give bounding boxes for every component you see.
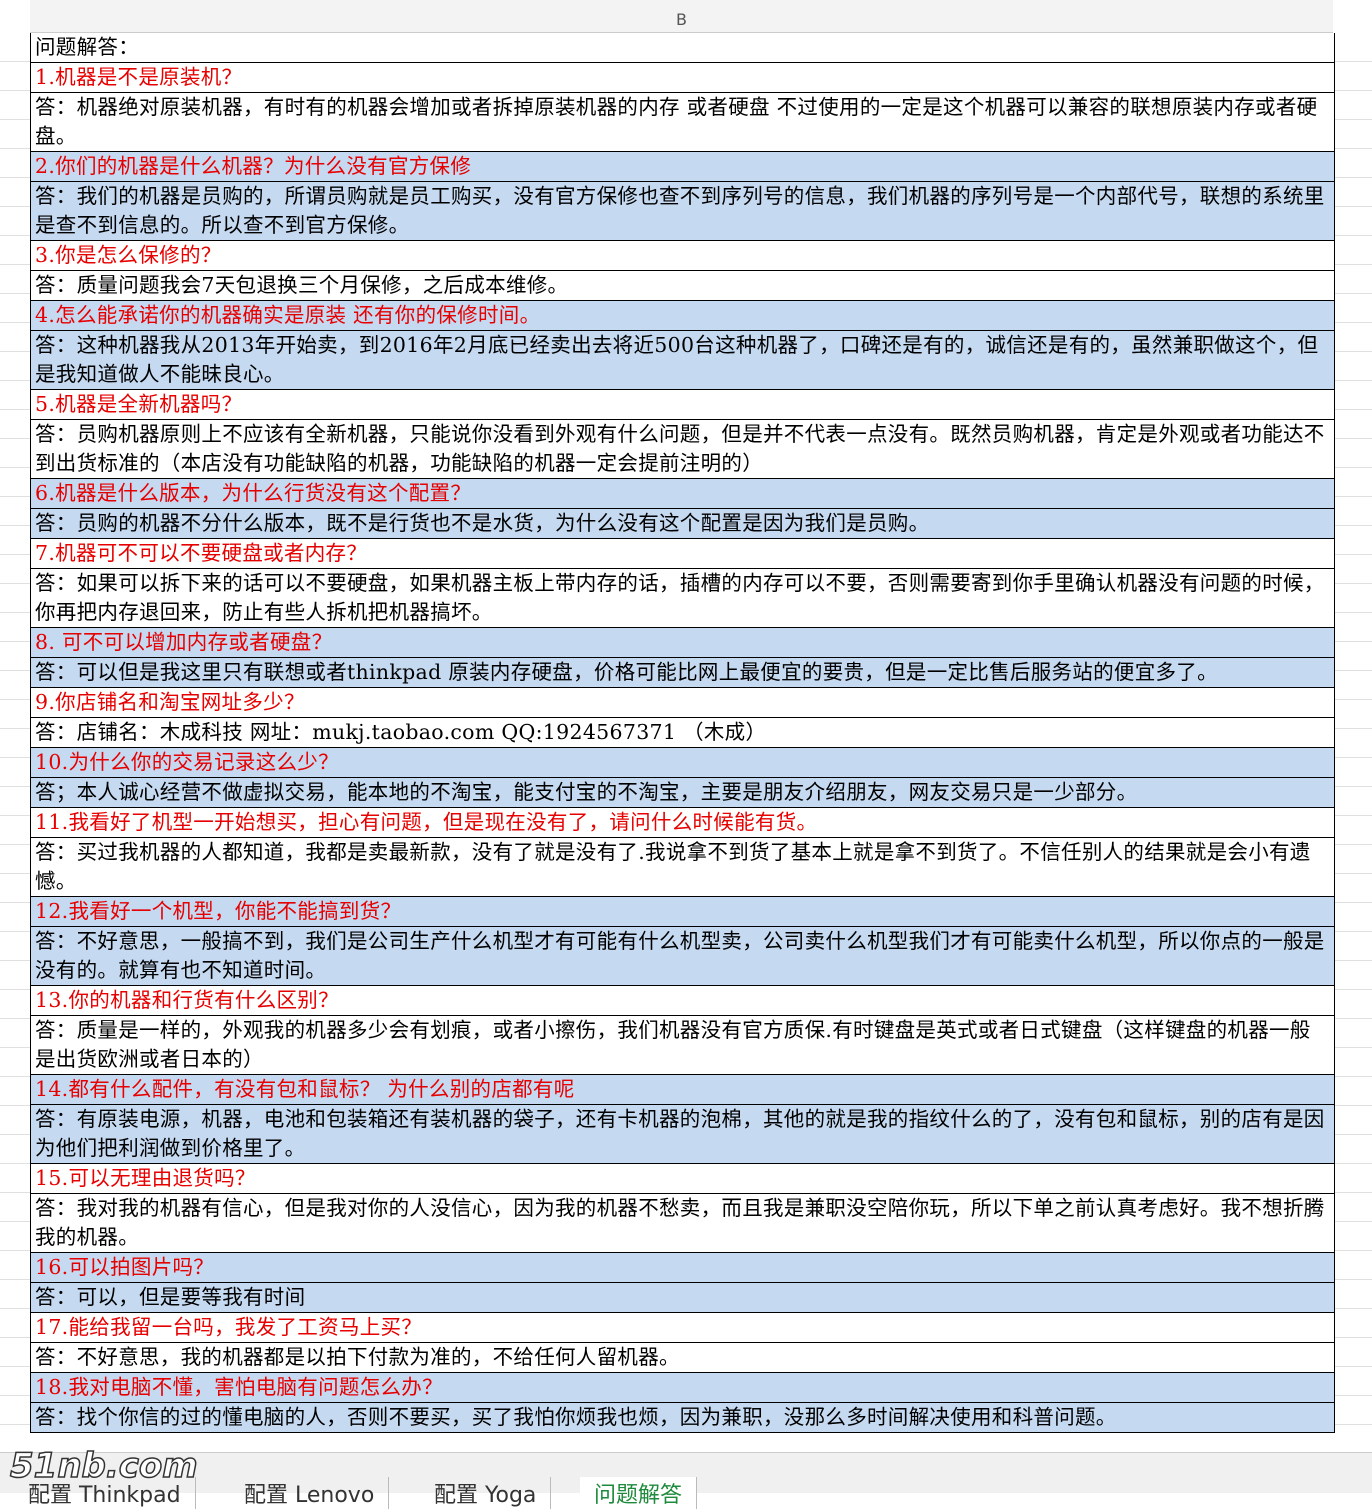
sheet-tab[interactable]: 配置 Yoga [420, 1477, 552, 1509]
question-cell[interactable]: 2.你们的机器是什么机器？为什么没有官方保修 [31, 152, 1334, 182]
question-cell[interactable]: 11.我看好了机型一开始想买，担心有问题，但是现在没有了，请问什么时候能有货。 [31, 808, 1334, 838]
answer-cell[interactable]: 答：有原装电源，机器，电池和包装箱还有装机器的袋子，还有卡机器的泡棉，其他的就是… [31, 1105, 1334, 1164]
question-cell[interactable]: 17.能给我留一台吗，我发了工资马上买？ [31, 1313, 1334, 1343]
question-cell[interactable]: 7.机器可不可以不要硬盘或者内存？ [31, 539, 1334, 569]
question-cell[interactable]: 3.你是怎么保修的？ [31, 241, 1334, 271]
tab-bar: 配置 Thinkpad 配置 Lenovo 配置 Yoga 问题解答 [0, 1452, 1372, 1509]
answer-cell[interactable]: 答：店铺名：木成科技 网址：mukj.taobao.com QQ:1924567… [31, 718, 1334, 748]
column-header[interactable]: B [30, 0, 1333, 33]
question-cell[interactable]: 6.机器是什么版本，为什么行货没有这个配置？ [31, 479, 1334, 509]
answer-cell[interactable]: 答：员购机器原则上不应该有全新机器，只能说你没看到外观有什么问题，但是并不代表一… [31, 420, 1334, 479]
answer-cell[interactable]: 答：可以但是我这里只有联想或者thinkpad 原装内存硬盘，价格可能比网上最便… [31, 658, 1334, 688]
answer-cell[interactable]: 答：质量是一样的，外观我的机器多少会有划痕，或者小擦伤，我们机器没有官方质保.有… [31, 1016, 1334, 1075]
answer-cell[interactable]: 答；本人诚心经营不做虚拟交易，能本地的不淘宝，能支付宝的不淘宝，主要是朋友介绍朋… [31, 778, 1334, 808]
sheet: 问题解答： 1.机器是不是原装机？ 答：机器绝对原装机器，有时有的机器会增加或者拆… [30, 33, 1335, 1433]
question-cell[interactable]: 10.为什么你的交易记录这么少？ [31, 748, 1334, 778]
heading-cell[interactable]: 问题解答： [31, 33, 1334, 63]
question-cell[interactable]: 1.机器是不是原装机？ [31, 63, 1334, 93]
question-cell[interactable]: 4.怎么能承诺你的机器确实是原装 还有你的保修时间。 [31, 301, 1334, 331]
question-cell[interactable]: 5.机器是全新机器吗？ [31, 390, 1334, 420]
answer-cell[interactable]: 答：我们的机器是员购的，所谓员购就是员工购买，没有官方保修也查不到序列号的信息，… [31, 182, 1334, 241]
watermark: 51nb.com [9, 1445, 198, 1487]
sheet-tab[interactable]: 问题解答 [580, 1477, 698, 1509]
answer-cell[interactable]: 答：找个你信的过的懂电脑的人，否则不要买，买了我怕你烦我也烦，因为兼职，没那么多… [31, 1403, 1334, 1433]
answer-cell[interactable]: 答：买过我机器的人都知道，我都是卖最新款，没有了就是没有了.我说拿不到货了基本上… [31, 838, 1334, 897]
answer-cell[interactable]: 答：员购的机器不分什么版本，既不是行货也不是水货，为什么没有这个配置是因为我们是… [31, 509, 1334, 539]
answer-cell[interactable]: 答：不好意思，一般搞不到，我们是公司生产什么机型才有可能有什么机型卖，公司卖什么… [31, 927, 1334, 986]
question-cell[interactable]: 8. 可不可以增加内存或者硬盘？ [31, 628, 1334, 658]
answer-cell[interactable]: 答：机器绝对原装机器，有时有的机器会增加或者拆掉原装机器的内存 或者硬盘 不过使… [31, 93, 1334, 152]
question-cell[interactable]: 15.可以无理由退货吗？ [31, 1164, 1334, 1194]
question-cell[interactable]: 13.你的机器和行货有什么区别？ [31, 986, 1334, 1016]
sheet-tab[interactable]: 配置 Lenovo [230, 1477, 390, 1509]
question-cell[interactable]: 9.你店铺名和淘宝网址多少？ [31, 688, 1334, 718]
answer-cell[interactable]: 答：如果可以拆下来的话可以不要硬盘，如果机器主板上带内存的话，插槽的内存可以不要… [31, 569, 1334, 628]
answer-cell[interactable]: 答：质量问题我会7天包退换三个月保修，之后成本维修。 [31, 271, 1334, 301]
question-cell[interactable]: 14.都有什么配件，有没有包和鼠标？ 为什么别的店都有呢 [31, 1075, 1334, 1105]
answer-cell[interactable]: 答：不好意思，我的机器都是以拍下付款为准的，不给任何人留机器。 [31, 1343, 1334, 1373]
question-cell[interactable]: 12.我看好一个机型，你能不能搞到货？ [31, 897, 1334, 927]
answer-cell[interactable]: 答：可以，但是要等我有时间 [31, 1283, 1334, 1313]
question-cell[interactable]: 16.可以拍图片吗？ [31, 1253, 1334, 1283]
answer-cell[interactable]: 答：这种机器我从2013年开始卖，到2016年2月底已经卖出去将近500台这种机… [31, 331, 1334, 390]
answer-cell[interactable]: 答：我对我的机器有信心，但是我对你的人没信心，因为我的机器不愁卖，而且我是兼职没… [31, 1194, 1334, 1253]
question-cell[interactable]: 18.我对电脑不懂，害怕电脑有问题怎么办？ [31, 1373, 1334, 1403]
